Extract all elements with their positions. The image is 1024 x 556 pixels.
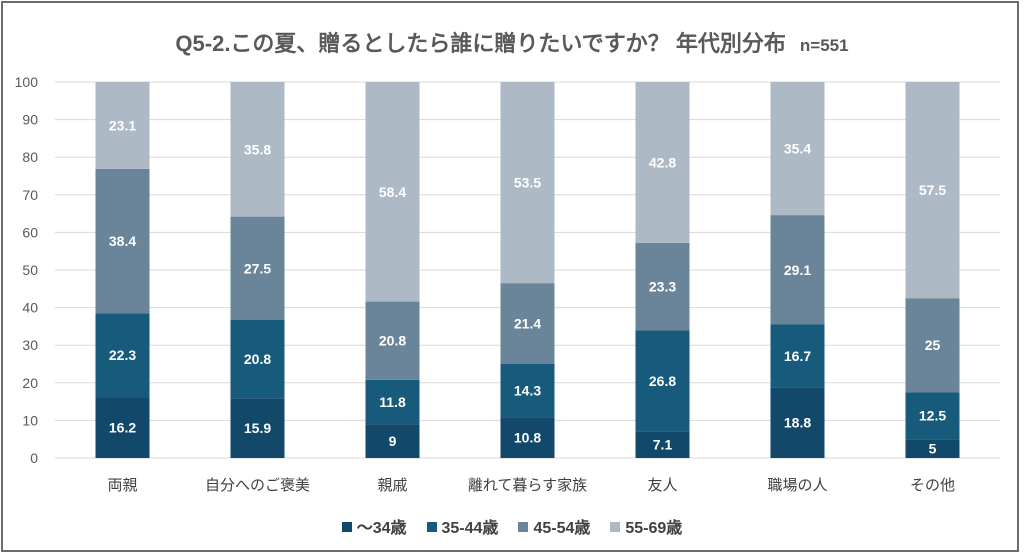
bar-segment [500, 417, 555, 458]
data-label: 57.5 [919, 182, 946, 198]
y-tick-label: 70 [22, 187, 38, 203]
data-label: 20.8 [379, 333, 406, 349]
data-label: 12.5 [919, 408, 946, 424]
bar-segment [635, 82, 690, 243]
x-category-label: 友人 [647, 477, 677, 494]
x-category-label: 離れて暮らす家族 [468, 476, 587, 494]
legend-swatch [518, 522, 529, 532]
x-category-label: 親戚 [377, 477, 407, 494]
data-label: 21.4 [514, 315, 541, 331]
data-label: 35.8 [244, 141, 271, 157]
data-label: 26.8 [649, 373, 676, 389]
legend-swatch [426, 522, 437, 532]
data-label: 20.8 [244, 351, 271, 367]
legend-swatch [610, 522, 621, 532]
bar-segment [500, 363, 555, 418]
legend-label: 45-54歳 [533, 520, 591, 537]
bar-segment [905, 392, 960, 440]
data-label: 27.5 [244, 260, 271, 276]
data-label: 9 [389, 433, 397, 449]
y-tick-label: 50 [22, 262, 38, 278]
data-label: 35.4 [784, 141, 811, 157]
bar-segment [365, 82, 420, 302]
bar-segment [770, 215, 825, 325]
legend-item: 55-69歳 [610, 514, 682, 538]
y-tick-label: 0 [30, 450, 38, 466]
bar-segment [500, 283, 555, 364]
data-label: 5 [929, 441, 937, 457]
sample-size: n=551 [799, 36, 849, 55]
bar-segment [230, 82, 285, 217]
bar-segment [905, 298, 960, 393]
data-label: 23.1 [109, 117, 136, 133]
data-label: 42.8 [649, 154, 676, 170]
data-label: 23.3 [649, 279, 676, 295]
bar-segment [500, 82, 555, 284]
bar-segment [95, 168, 150, 314]
legend-item: 〜34歳 [341, 514, 407, 538]
bar-segment [770, 82, 825, 216]
y-tick-label: 40 [22, 300, 38, 316]
data-label: 11.8 [379, 394, 406, 410]
bar-segment [95, 313, 150, 398]
x-category-label: 自分へのご褒美 [205, 477, 310, 494]
data-label: 16.7 [784, 348, 811, 364]
bar-segment [230, 398, 285, 458]
legend-item: 35-44歳 [426, 514, 499, 538]
bar-segment [365, 424, 420, 458]
y-tick-label: 10 [22, 412, 38, 428]
data-label: 16.2 [109, 420, 136, 436]
data-label: 15.9 [244, 420, 271, 436]
y-tick-label: 30 [22, 337, 38, 353]
bar-segment [95, 397, 150, 458]
data-label: 10.8 [514, 430, 541, 446]
legend-item: 45-54歳 [518, 514, 590, 538]
chart-title: Q5-2.この夏、贈るとしたら誰に贈りたいですか？ 年代別分布 n=551 [0, 26, 1024, 58]
data-label: 58.4 [379, 184, 406, 200]
legend-label: 35-44歳 [441, 520, 499, 537]
x-category-label: 職場の人 [767, 477, 827, 494]
y-tick-label: 60 [22, 224, 38, 240]
legend-label: 55-69歳 [625, 520, 683, 537]
bar-segment [365, 379, 420, 425]
data-label: 38.4 [109, 233, 136, 249]
bar-segment [770, 387, 825, 458]
y-tick-label: 20 [22, 375, 38, 391]
y-tick-label: 80 [22, 149, 38, 165]
data-label: 7.1 [653, 437, 673, 453]
x-category-label: 両親 [107, 477, 137, 494]
bar-segment [635, 242, 690, 331]
bar-segment [770, 324, 825, 388]
legend-swatch [341, 522, 352, 532]
chart-legend: 〜34歳 35-44歳 45-54歳 55-69歳 [0, 514, 1024, 538]
bar-segment [635, 431, 690, 458]
bar-segment [905, 439, 960, 458]
y-tick-label: 90 [22, 112, 38, 128]
data-label: 18.8 [784, 415, 811, 431]
bar-segment [365, 301, 420, 380]
legend-label: 〜34歳 [356, 520, 407, 537]
data-label: 25 [925, 337, 941, 353]
bar-segment [635, 330, 690, 432]
data-label: 53.5 [514, 175, 541, 191]
bar-segment [230, 320, 285, 399]
bar-segment [230, 216, 285, 321]
bar-segment [905, 82, 960, 299]
data-label: 29.1 [784, 262, 811, 278]
data-label: 14.3 [514, 383, 541, 399]
y-tick-label: 100 [15, 74, 39, 90]
chart-title-text: Q5-2.この夏、贈るとしたら誰に贈りたいですか？ 年代別分布 [175, 31, 786, 56]
data-label: 22.3 [109, 347, 136, 363]
x-category-label: その他 [910, 477, 955, 494]
bar-segment [95, 82, 150, 169]
